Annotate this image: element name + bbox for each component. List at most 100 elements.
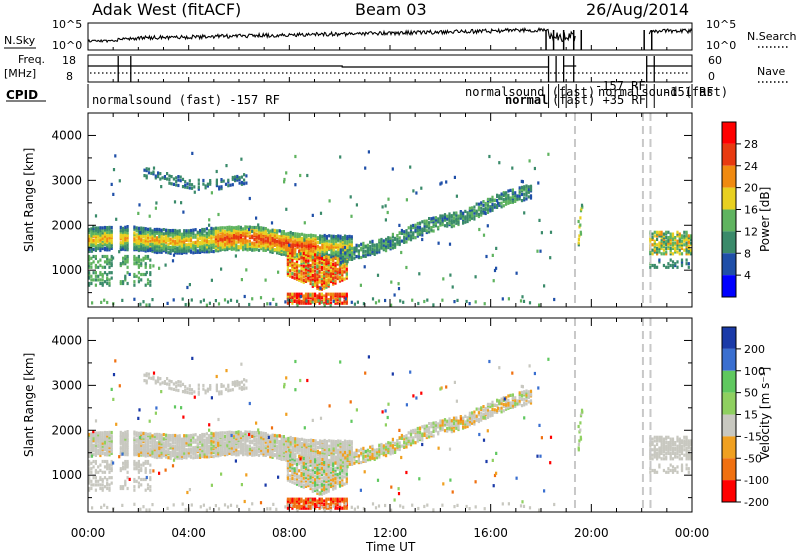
power-cell bbox=[298, 241, 301, 245]
power-cell bbox=[88, 274, 91, 278]
velocity-cell bbox=[255, 430, 258, 435]
power-cell bbox=[260, 236, 263, 240]
power-cell bbox=[266, 242, 270, 246]
power-cell bbox=[295, 272, 299, 276]
power-cell bbox=[450, 221, 453, 225]
power-cell bbox=[498, 203, 501, 207]
power-cell bbox=[336, 271, 339, 275]
power-cell bbox=[140, 226, 143, 230]
power-cell bbox=[159, 172, 162, 176]
power-cell bbox=[307, 294, 310, 298]
velocity-cell bbox=[205, 448, 208, 452]
power-cell bbox=[295, 261, 299, 265]
velocity-cell bbox=[199, 438, 202, 442]
power-cell bbox=[382, 243, 385, 247]
velocity-cell bbox=[160, 442, 163, 446]
power-cell bbox=[220, 178, 223, 182]
velocity-cell bbox=[276, 453, 279, 457]
velocity-cell bbox=[126, 445, 129, 449]
power-cell bbox=[239, 244, 242, 248]
velocity-cell bbox=[341, 445, 344, 449]
power-cell bbox=[160, 243, 163, 247]
power-cell bbox=[527, 190, 530, 194]
power-cell bbox=[421, 220, 424, 224]
velocity-cell bbox=[289, 474, 292, 478]
power-cell bbox=[280, 230, 283, 234]
power-cell bbox=[214, 242, 217, 246]
power-cell bbox=[226, 225, 229, 230]
power-cell bbox=[332, 266, 335, 270]
power-cell bbox=[286, 252, 289, 256]
power-cell bbox=[165, 244, 168, 248]
power-cell bbox=[94, 271, 97, 275]
power-cell bbox=[185, 246, 188, 250]
velocity-cell bbox=[133, 463, 136, 467]
power-cell bbox=[234, 179, 237, 183]
power-cell bbox=[653, 234, 656, 238]
power-cell bbox=[336, 276, 339, 281]
power-cell bbox=[547, 152, 550, 156]
power-cell bbox=[378, 244, 381, 249]
velocity-cell bbox=[328, 444, 331, 448]
velocity-cell bbox=[341, 443, 344, 447]
velocity-cell bbox=[295, 466, 299, 470]
power-cell bbox=[97, 238, 100, 242]
power-cell bbox=[242, 227, 245, 231]
power-cell bbox=[106, 226, 109, 230]
velocity-cell bbox=[178, 434, 181, 438]
velocity-cell bbox=[295, 499, 299, 503]
power-cell bbox=[280, 252, 283, 256]
power-cell bbox=[173, 200, 177, 204]
power-cell bbox=[219, 243, 222, 247]
power-cell bbox=[145, 303, 148, 307]
power-cell bbox=[183, 232, 186, 237]
velocity-cell bbox=[276, 447, 279, 452]
velocity-cell bbox=[110, 467, 113, 471]
velocity-cell bbox=[286, 469, 289, 473]
velocity-cell bbox=[206, 389, 209, 393]
velocity-cell bbox=[346, 448, 349, 452]
power-cell bbox=[311, 266, 314, 270]
velocity-cell bbox=[110, 468, 113, 473]
velocity-cell bbox=[92, 438, 95, 442]
power-cell bbox=[398, 223, 401, 227]
power-cell bbox=[421, 231, 424, 235]
velocity-cell bbox=[160, 455, 163, 459]
velocity-cell bbox=[337, 456, 340, 460]
power-cell bbox=[186, 285, 189, 290]
power-cell bbox=[140, 235, 143, 239]
velocity-cell bbox=[162, 433, 165, 437]
power-cell bbox=[298, 257, 301, 261]
power-cell bbox=[253, 225, 256, 230]
velocity-cell bbox=[278, 440, 281, 444]
velocity-cell bbox=[108, 443, 111, 447]
power-cell bbox=[106, 272, 109, 277]
power-cell bbox=[505, 201, 508, 205]
power-cell bbox=[103, 236, 107, 240]
power-cell bbox=[445, 180, 448, 184]
power-cell bbox=[255, 225, 258, 230]
power-cell bbox=[471, 210, 474, 215]
power-cell bbox=[294, 242, 297, 246]
velocity-cell bbox=[293, 474, 296, 478]
power-cell bbox=[307, 273, 310, 277]
velocity-cell bbox=[103, 432, 107, 436]
power-cell bbox=[309, 263, 312, 268]
power-cell bbox=[269, 229, 272, 233]
power-cell bbox=[243, 173, 246, 177]
power-cell bbox=[341, 243, 344, 247]
velocity-cell bbox=[312, 439, 315, 443]
power-cell bbox=[685, 234, 688, 238]
power-cell bbox=[180, 244, 184, 248]
power-cell bbox=[341, 265, 344, 270]
velocity-cell bbox=[88, 468, 91, 473]
power-cell bbox=[293, 294, 296, 298]
power-cell bbox=[212, 229, 215, 233]
power-cell bbox=[658, 241, 661, 245]
power-cell bbox=[405, 229, 408, 233]
power-cell bbox=[298, 255, 301, 259]
power-cell bbox=[235, 232, 238, 236]
power-cell bbox=[473, 217, 476, 221]
power-cell bbox=[146, 242, 150, 246]
power-cell bbox=[230, 231, 233, 235]
